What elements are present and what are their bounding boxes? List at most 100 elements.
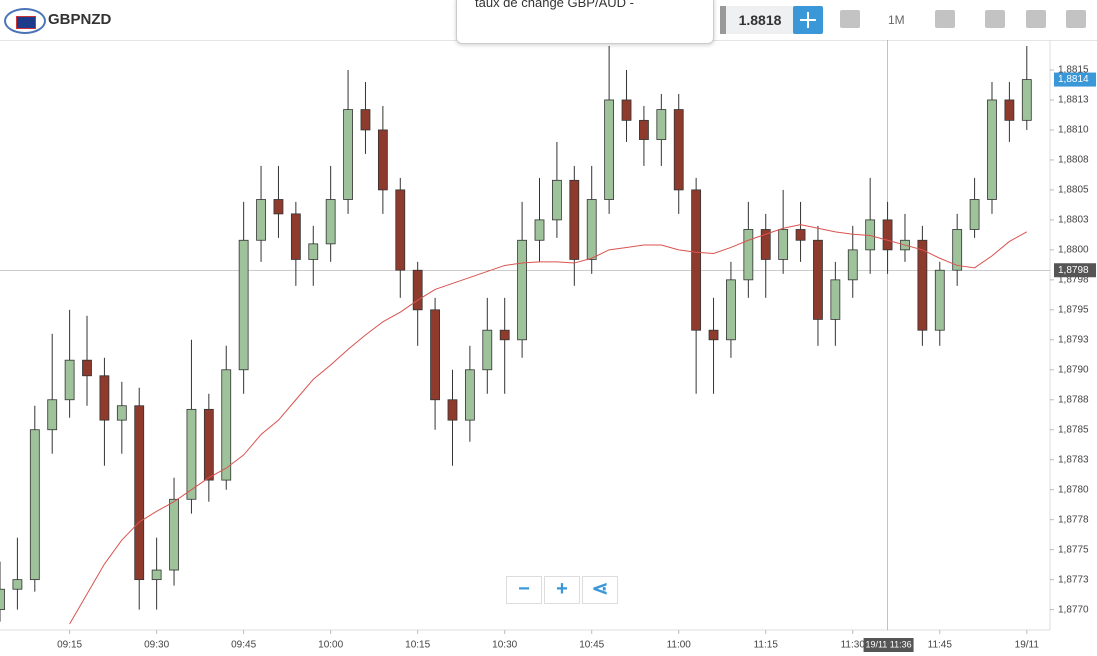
x-tick-label: 11:15 xyxy=(754,640,779,651)
toolbar: GBPNZD 1.8818 1M xyxy=(0,0,1097,41)
candle-body xyxy=(412,269,423,311)
candle-body xyxy=(673,109,684,191)
x-tick-label: 09:30 xyxy=(144,640,169,651)
y-tick-label: 1,8798 xyxy=(1058,274,1089,285)
candle-body xyxy=(82,359,92,377)
expand-button[interactable] xyxy=(1066,10,1086,28)
candle-body xyxy=(795,229,806,241)
crosshair-price-label: 1,8798 xyxy=(1058,265,1089,276)
candle-body xyxy=(656,109,667,140)
chart-type-button[interactable] xyxy=(840,10,860,28)
y-tick-label: 1,8795 xyxy=(1058,304,1089,315)
candle-body xyxy=(116,405,127,421)
candle-body xyxy=(1004,99,1015,121)
candle-body xyxy=(743,229,754,281)
candle-body xyxy=(569,179,580,260)
symbol: GBPNZD xyxy=(48,11,112,28)
candle-body xyxy=(238,239,249,371)
candle-body xyxy=(482,329,493,371)
candle-body xyxy=(151,569,162,581)
draw-button[interactable] xyxy=(985,10,1005,28)
candle-body xyxy=(430,309,440,401)
x-tick-label: 10:15 xyxy=(405,640,430,651)
share[interactable]: ⋖ xyxy=(582,576,618,604)
candle-body xyxy=(256,199,266,241)
y-tick-label: 1,8800 xyxy=(1058,244,1089,255)
candle-body xyxy=(203,408,214,481)
candle-body xyxy=(395,189,406,271)
y-tick-label: 1,8810 xyxy=(1058,125,1089,136)
y-tick-label: 1,8788 xyxy=(1058,394,1089,405)
tooltip: taux de change GBP/AUD - xyxy=(456,0,714,44)
x-tick-label: 11:45 xyxy=(928,640,953,651)
y-tick-label: 1,8803 xyxy=(1058,215,1089,226)
timeframe[interactable]: 1M xyxy=(888,13,905,27)
y-tick-label: 1,8790 xyxy=(1058,364,1089,375)
candle-body xyxy=(778,229,789,260)
candle-body xyxy=(99,375,110,421)
candle-body xyxy=(917,239,928,331)
candle-body xyxy=(134,405,145,581)
candle-body xyxy=(12,579,23,590)
x-tick-label: 11:00 xyxy=(667,640,692,651)
crosshair-time-tag xyxy=(863,638,914,652)
candle-body xyxy=(691,189,702,331)
tooltip-text: taux de change GBP/AUD - xyxy=(475,0,634,10)
candle-body xyxy=(969,199,980,230)
candle-body xyxy=(499,329,510,341)
candle-body xyxy=(708,329,719,341)
candle-body xyxy=(169,498,179,571)
crosshair-button[interactable] xyxy=(793,6,823,34)
settings-button[interactable] xyxy=(1026,10,1046,28)
candle-body xyxy=(517,239,527,341)
y-tick-label: 1,8778 xyxy=(1058,514,1089,525)
candle-body xyxy=(273,199,284,215)
candle-body xyxy=(325,199,336,245)
candle-body xyxy=(343,109,353,200)
zoom-controls: − + ⋖ xyxy=(506,576,618,604)
last-price-tag xyxy=(1054,72,1096,87)
y-tick-label: 1,8780 xyxy=(1058,484,1089,495)
candle-body xyxy=(360,109,371,131)
candle-body xyxy=(987,99,997,200)
candle-body xyxy=(604,99,615,200)
y-tick-label: 1,8785 xyxy=(1058,424,1089,435)
candle-body xyxy=(534,219,545,241)
y-tick-label: 1,8775 xyxy=(1058,544,1089,555)
chart: 1,8770 1,8773 1,8775 1,8778 1,8780 1,8783 1,87… xyxy=(0,40,1096,652)
candle-body xyxy=(186,408,197,500)
candle-body xyxy=(934,269,945,331)
y-tick-label: 1,8773 xyxy=(1058,574,1089,585)
candle-body xyxy=(847,249,858,281)
candle-body xyxy=(882,219,893,251)
y-tick-label: 1,8783 xyxy=(1058,454,1089,465)
candle-body xyxy=(813,239,823,320)
candle-body xyxy=(464,369,475,421)
candle-body xyxy=(447,399,458,421)
candle-body xyxy=(952,229,963,271)
x-tick-label: 10:45 xyxy=(579,640,604,651)
candle-body xyxy=(639,119,649,140)
candle-body xyxy=(586,199,597,260)
x-tick-label: 10:30 xyxy=(492,640,517,651)
zoom-out[interactable]: − xyxy=(506,576,542,604)
x-tick-label: 19/11 xyxy=(1015,640,1040,651)
candle-body xyxy=(621,99,632,121)
crosshair-time-label: 19/11 11:36 xyxy=(865,639,911,649)
y-tick-label: 1,8813 xyxy=(1058,95,1089,106)
x-tick-label: 10:00 xyxy=(318,640,343,651)
crosshair-price-tag xyxy=(1054,263,1096,278)
moving-average xyxy=(69,224,1028,625)
candle-body xyxy=(290,213,301,260)
candle-body xyxy=(308,243,319,260)
candle-body xyxy=(221,369,232,481)
candles-button[interactable] xyxy=(935,10,955,28)
zoom-in[interactable]: + xyxy=(544,576,580,604)
x-tick-label: 09:15 xyxy=(57,640,82,651)
x-tick-label: 11:30 xyxy=(841,640,866,651)
price-box: 1.8818 xyxy=(720,6,794,34)
flag-icon[interactable] xyxy=(4,8,46,34)
y-tick-label: 1,8770 xyxy=(1058,604,1089,615)
candle-body xyxy=(64,359,75,401)
